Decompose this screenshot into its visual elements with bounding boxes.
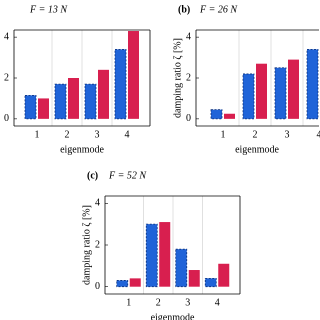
bar [256, 63, 267, 119]
bar [159, 222, 171, 287]
bar [98, 69, 109, 119]
y-tick-label: 2 [4, 72, 9, 83]
x-tick-label: 3 [95, 129, 100, 140]
bar [145, 223, 158, 288]
y-tick-label: 4 [186, 31, 191, 42]
bar [114, 49, 127, 120]
bar [24, 94, 37, 120]
bar [306, 49, 319, 120]
x-tick-label: 4 [317, 129, 320, 140]
y-tick-label: 2 [186, 72, 191, 83]
panel-label: (c) [87, 170, 98, 181]
bar [204, 277, 217, 288]
y-tick-label: 0 [186, 113, 191, 124]
chart-title: F = 26 N [199, 4, 238, 15]
x-tick-label: 2 [253, 129, 258, 140]
bar [54, 83, 67, 120]
bar [224, 113, 235, 119]
bar [129, 278, 141, 287]
chart-title: F = 13 N [29, 4, 68, 15]
x-tick-label: 2 [156, 297, 161, 308]
bar [210, 109, 223, 120]
y-tick-label: 4 [4, 31, 9, 42]
chart-title: F = 52 N [108, 170, 147, 181]
y-axis-label: damping ratio ζ [%] [172, 38, 183, 118]
bar [128, 31, 139, 119]
y-tick-label: 4 [95, 198, 100, 209]
x-tick-label: 4 [125, 129, 130, 140]
y-tick-label: 0 [95, 281, 100, 292]
x-axis-label: eigenmode [60, 144, 104, 155]
x-tick-label: 3 [185, 297, 190, 308]
bar [68, 78, 79, 119]
y-axis-label: damping ratio ζ [%] [81, 205, 92, 285]
x-tick-label: 1 [221, 129, 226, 140]
bar [175, 248, 188, 288]
x-tick-label: 3 [285, 129, 290, 140]
panel-label: (b) [178, 4, 190, 15]
y-tick-label: 0 [4, 113, 9, 124]
x-tick-label: 1 [35, 129, 40, 140]
bar [84, 83, 97, 120]
bar [274, 67, 287, 120]
x-axis-label: eigenmode [151, 312, 195, 320]
bar [116, 280, 129, 288]
bar [242, 73, 255, 120]
x-tick-label: 4 [215, 297, 220, 308]
bar [38, 98, 49, 119]
x-tick-label: 1 [126, 297, 131, 308]
bar [188, 270, 200, 287]
bar [288, 59, 299, 119]
bar [218, 263, 230, 287]
x-axis-label: eigenmode [235, 144, 279, 155]
y-tick-label: 2 [95, 239, 100, 250]
x-tick-label: 2 [65, 129, 70, 140]
